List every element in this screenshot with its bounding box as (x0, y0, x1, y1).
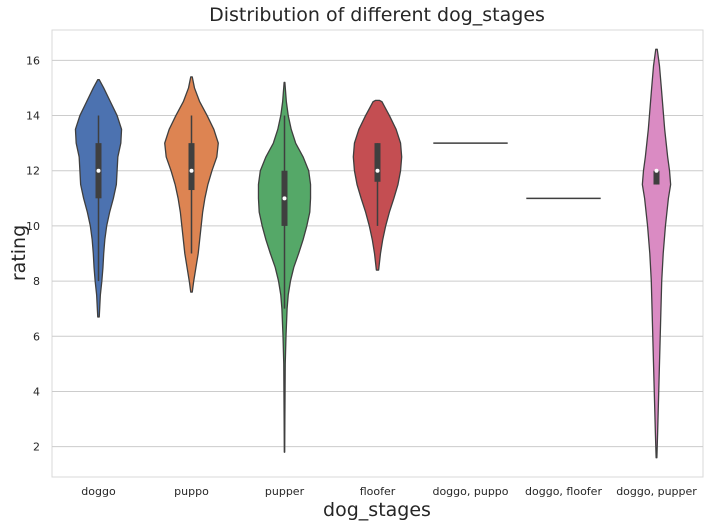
y-tick-label: 4 (33, 385, 40, 398)
median-point (375, 168, 380, 173)
x-axis-label: dog_stages (323, 499, 431, 521)
x-tick-label: floofer (360, 485, 396, 498)
y-tick-label: 2 (33, 441, 40, 454)
y-tick-label: 8 (33, 275, 40, 288)
violin-doggo (74, 79, 123, 318)
violin-body (641, 48, 672, 459)
y-tick-label: 12 (26, 165, 40, 178)
median-point (654, 168, 659, 173)
violin-series (74, 48, 672, 459)
x-tick-label: doggo, floofer (525, 485, 602, 498)
median-point (96, 168, 101, 173)
x-tick-label: doggo, puppo (432, 485, 508, 498)
median-point (282, 196, 287, 201)
x-tick-label: doggo, pupper (616, 485, 697, 498)
y-axis-label: rating (8, 225, 30, 281)
y-tick-label: 10 (26, 220, 40, 233)
violin-pupper (257, 81, 312, 453)
y-tick-label: 16 (26, 54, 40, 67)
violin-doggo-pupper (641, 48, 672, 459)
chart-title: Distribution of different dog_stages (209, 4, 545, 26)
y-tick-label: 14 (26, 110, 40, 123)
iqr-box (374, 143, 381, 182)
x-tick-label: pupper (265, 485, 305, 498)
median-point (189, 168, 194, 173)
x-tick-label: doggo (81, 485, 116, 498)
x-tick-labels: doggo puppo pupper floofer doggo, puppo doggo… (81, 485, 697, 498)
iqr-box (653, 170, 660, 185)
y-tick-label: 6 (33, 330, 40, 343)
violin-floofer (352, 99, 403, 271)
iqr-box (188, 143, 195, 191)
x-tick-label: puppo (174, 485, 209, 498)
violin-puppo (164, 76, 219, 293)
y-tick-labels: 2 4 6 8 10 12 14 16 (26, 54, 40, 453)
